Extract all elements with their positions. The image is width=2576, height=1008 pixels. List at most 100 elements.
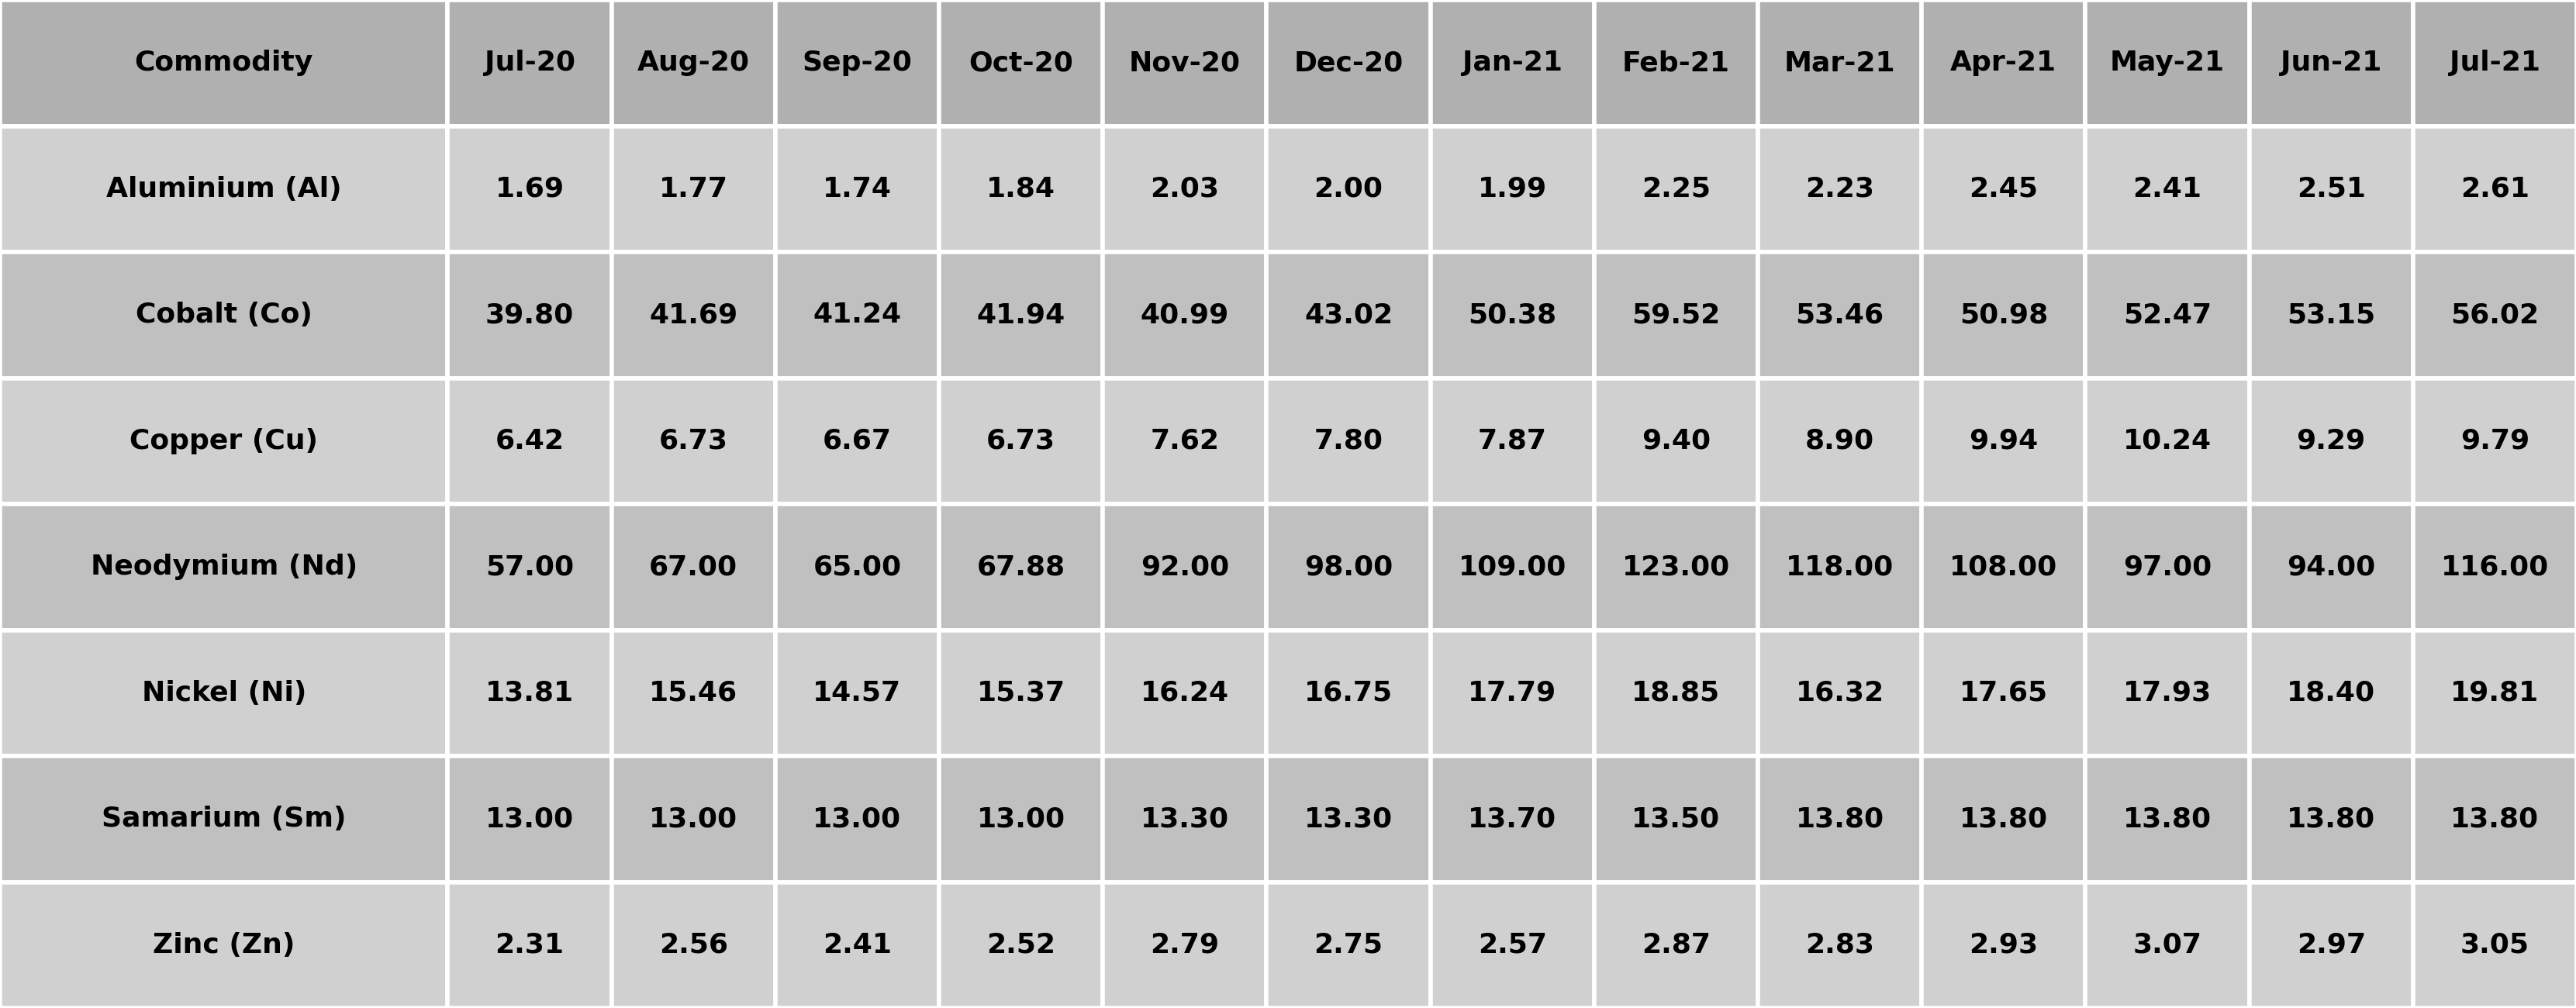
Text: 1.74: 1.74	[822, 175, 891, 203]
FancyBboxPatch shape	[1103, 504, 1267, 630]
Text: Aluminium (Al): Aluminium (Al)	[106, 175, 343, 203]
Text: 7.87: 7.87	[1479, 427, 1546, 455]
Text: 2.97: 2.97	[2295, 931, 2365, 959]
FancyBboxPatch shape	[2249, 378, 2411, 504]
Text: Mar-21: Mar-21	[1783, 49, 1896, 77]
FancyBboxPatch shape	[2084, 630, 2249, 756]
Text: 6.73: 6.73	[659, 427, 729, 455]
FancyBboxPatch shape	[775, 126, 938, 252]
Text: 2.45: 2.45	[1968, 175, 2038, 203]
FancyBboxPatch shape	[775, 882, 938, 1008]
FancyBboxPatch shape	[1595, 882, 1757, 1008]
FancyBboxPatch shape	[1267, 378, 1430, 504]
FancyBboxPatch shape	[448, 504, 611, 630]
Text: 67.88: 67.88	[976, 553, 1064, 581]
FancyBboxPatch shape	[1103, 0, 1267, 126]
FancyBboxPatch shape	[775, 630, 938, 756]
Text: 52.47: 52.47	[2123, 301, 2210, 329]
Text: Oct-20: Oct-20	[969, 49, 1074, 77]
FancyBboxPatch shape	[1757, 504, 1922, 630]
Text: 50.38: 50.38	[1468, 301, 1556, 329]
Text: 41.94: 41.94	[976, 301, 1064, 329]
Text: 18.85: 18.85	[1631, 679, 1721, 707]
Text: 109.00: 109.00	[1458, 553, 1566, 581]
FancyBboxPatch shape	[1922, 630, 2084, 756]
Text: 2.31: 2.31	[495, 931, 564, 959]
Text: 1.84: 1.84	[987, 175, 1056, 203]
Text: 97.00: 97.00	[2123, 553, 2210, 581]
Text: 6.73: 6.73	[987, 427, 1056, 455]
FancyBboxPatch shape	[938, 378, 1103, 504]
FancyBboxPatch shape	[2249, 630, 2411, 756]
FancyBboxPatch shape	[1267, 504, 1430, 630]
FancyBboxPatch shape	[0, 630, 448, 756]
Text: 3.07: 3.07	[2133, 931, 2202, 959]
Text: 16.32: 16.32	[1795, 679, 1883, 707]
Text: 9.79: 9.79	[2460, 427, 2530, 455]
Text: 15.37: 15.37	[976, 679, 1064, 707]
FancyBboxPatch shape	[938, 0, 1103, 126]
Text: Jul-20: Jul-20	[484, 49, 574, 77]
Text: 92.00: 92.00	[1141, 553, 1229, 581]
Text: 16.24: 16.24	[1141, 679, 1229, 707]
FancyBboxPatch shape	[2249, 756, 2411, 882]
Text: 123.00: 123.00	[1620, 553, 1728, 581]
Text: 13.50: 13.50	[1631, 805, 1721, 833]
FancyBboxPatch shape	[938, 630, 1103, 756]
Text: 118.00: 118.00	[1785, 553, 1893, 581]
FancyBboxPatch shape	[1757, 126, 1922, 252]
FancyBboxPatch shape	[1103, 252, 1267, 378]
Text: 41.24: 41.24	[811, 301, 902, 329]
FancyBboxPatch shape	[1595, 378, 1757, 504]
FancyBboxPatch shape	[448, 630, 611, 756]
FancyBboxPatch shape	[1430, 630, 1595, 756]
Text: Nov-20: Nov-20	[1128, 49, 1239, 77]
Text: Nickel (Ni): Nickel (Ni)	[142, 679, 307, 707]
Text: 94.00: 94.00	[2285, 553, 2375, 581]
Text: 9.40: 9.40	[1641, 427, 1710, 455]
Text: 17.79: 17.79	[1468, 679, 1556, 707]
FancyBboxPatch shape	[611, 756, 775, 882]
Text: 56.02: 56.02	[2450, 301, 2537, 329]
FancyBboxPatch shape	[1595, 126, 1757, 252]
FancyBboxPatch shape	[448, 0, 611, 126]
FancyBboxPatch shape	[2411, 0, 2576, 126]
Text: 17.65: 17.65	[1958, 679, 2048, 707]
Text: 50.98: 50.98	[1958, 301, 2048, 329]
Text: 2.56: 2.56	[659, 931, 729, 959]
Text: 9.94: 9.94	[1968, 427, 2038, 455]
Text: 19.81: 19.81	[2450, 679, 2537, 707]
FancyBboxPatch shape	[2411, 882, 2576, 1008]
Text: 13.30: 13.30	[1303, 805, 1394, 833]
Text: 13.00: 13.00	[976, 805, 1064, 833]
Text: 2.03: 2.03	[1149, 175, 1218, 203]
Text: 13.80: 13.80	[2285, 805, 2375, 833]
FancyBboxPatch shape	[448, 126, 611, 252]
Text: 57.00: 57.00	[484, 553, 574, 581]
Text: 13.81: 13.81	[484, 679, 574, 707]
FancyBboxPatch shape	[611, 252, 775, 378]
FancyBboxPatch shape	[0, 126, 448, 252]
FancyBboxPatch shape	[2084, 882, 2249, 1008]
FancyBboxPatch shape	[1922, 378, 2084, 504]
FancyBboxPatch shape	[1103, 378, 1267, 504]
FancyBboxPatch shape	[611, 882, 775, 1008]
FancyBboxPatch shape	[611, 630, 775, 756]
FancyBboxPatch shape	[2084, 126, 2249, 252]
Text: 2.61: 2.61	[2460, 175, 2530, 203]
Text: 2.83: 2.83	[1806, 931, 1873, 959]
Text: 13.70: 13.70	[1468, 805, 1556, 833]
Text: 13.80: 13.80	[2123, 805, 2210, 833]
FancyBboxPatch shape	[1922, 882, 2084, 1008]
Text: Dec-20: Dec-20	[1293, 49, 1404, 77]
FancyBboxPatch shape	[448, 756, 611, 882]
Text: 53.46: 53.46	[1795, 301, 1883, 329]
FancyBboxPatch shape	[0, 882, 448, 1008]
FancyBboxPatch shape	[448, 378, 611, 504]
FancyBboxPatch shape	[611, 0, 775, 126]
Text: 7.62: 7.62	[1149, 427, 1218, 455]
FancyBboxPatch shape	[2249, 882, 2411, 1008]
Text: Cobalt (Co): Cobalt (Co)	[137, 301, 312, 329]
FancyBboxPatch shape	[1757, 252, 1922, 378]
Text: Zinc (Zn): Zinc (Zn)	[152, 931, 294, 959]
